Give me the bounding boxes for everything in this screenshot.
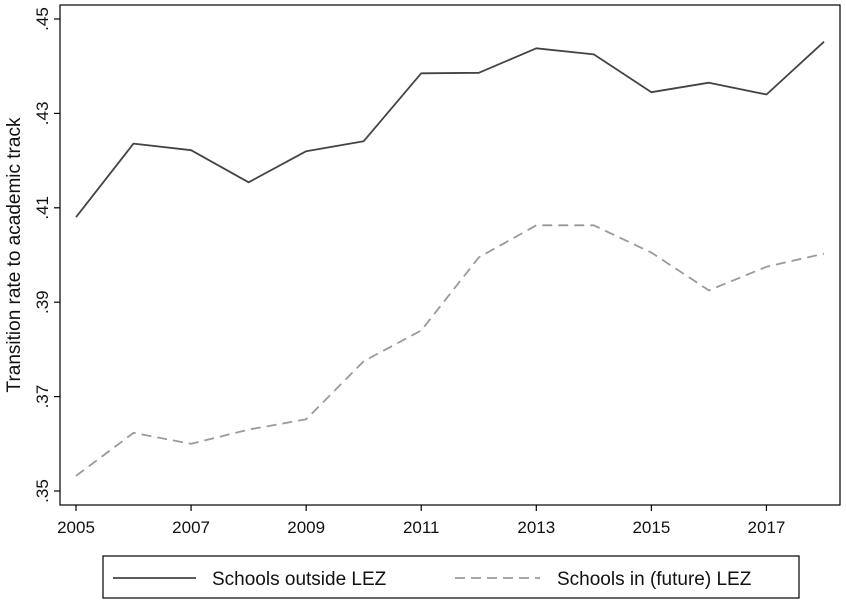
y-axis-title: Transition rate to academic track — [4, 117, 25, 392]
series-line-1 — [75, 224, 825, 477]
y-tick-label-0: .35 — [33, 479, 52, 503]
x-tick-label-2005: 2005 — [57, 518, 95, 537]
legend-box — [102, 555, 800, 599]
y-tick-label-3: .41 — [33, 196, 52, 220]
x-tick-label-2009: 2009 — [287, 518, 325, 537]
x-tick-label-2013: 2013 — [517, 518, 555, 537]
legend-label-1: Schools in (future) LEZ — [557, 569, 752, 590]
legend: Schools outside LEZ Schools in (future) L… — [102, 555, 800, 599]
x-tick-label-2011: 2011 — [403, 518, 440, 537]
y-tick-label-4: .43 — [33, 102, 52, 126]
plot-frame — [59, 4, 841, 506]
x-tick-label-2015: 2015 — [632, 518, 670, 537]
y-tick-label-5: .45 — [33, 7, 52, 31]
x-tick-label-2017: 2017 — [748, 518, 786, 537]
plot-area: 2005 2007 2009 2011 2013 2015 2017 .35 .37 .39 .41… — [33, 4, 841, 537]
series-line-0 — [75, 41, 825, 218]
x-tick-label-2007: 2007 — [172, 518, 210, 537]
y-tick-label-1: .37 — [33, 385, 52, 409]
legend-label-0: Schools outside LEZ — [212, 569, 387, 590]
y-tick-label-2: .39 — [33, 290, 52, 314]
